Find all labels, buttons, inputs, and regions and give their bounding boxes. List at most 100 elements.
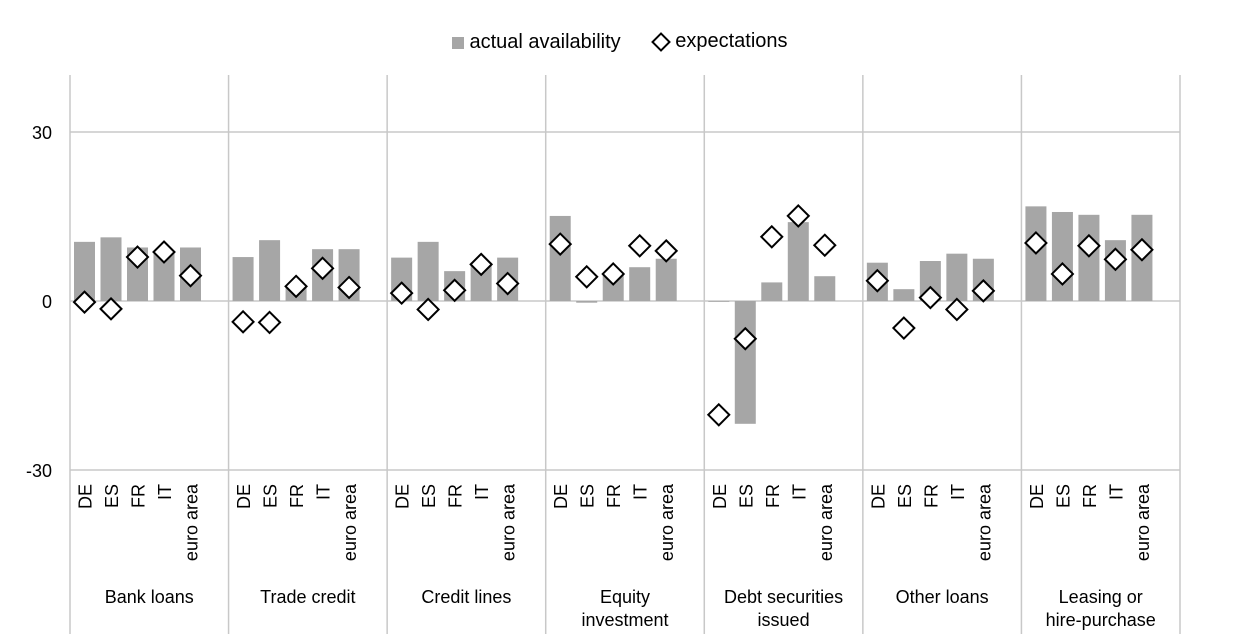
bar-actual-availability: [787, 222, 809, 301]
x-tick-label: DE: [393, 484, 413, 509]
marker-expectation: [257, 310, 282, 335]
x-tick-label: FR: [763, 484, 783, 508]
x-tick-label: IT: [789, 484, 809, 500]
x-tick-label: ES: [1053, 484, 1073, 508]
legend-label-expectations: expectations: [675, 30, 788, 52]
x-tick-label: IT: [314, 484, 334, 500]
x-tick-label: ES: [102, 484, 122, 508]
x-tick-label: DE: [551, 484, 571, 509]
group-label: Debt securities: [724, 587, 843, 607]
x-tick-label: ES: [578, 484, 598, 508]
x-tick-label: euro area: [816, 483, 836, 561]
bar-actual-availability: [602, 273, 624, 301]
marker-expectation: [152, 240, 176, 264]
marker-expectation: [1050, 262, 1075, 286]
marker-expectation: [416, 297, 441, 322]
bar-actual-availability: [153, 253, 175, 301]
bar-actual-availability: [74, 241, 95, 301]
bar-actual-availability: [232, 257, 254, 301]
bar-actual-availability: [629, 267, 651, 301]
marker-expectation: [706, 402, 731, 427]
group-label: Bank loans: [105, 587, 194, 607]
bar-actual-availability: [1078, 214, 1100, 301]
x-tick-label: ES: [419, 484, 439, 508]
bar-actual-availability: [655, 258, 677, 301]
marker-expectation: [865, 268, 890, 293]
chart-legend: actual availability expectations: [0, 30, 1240, 55]
group-label: Other loans: [896, 587, 989, 607]
x-tick-label: DE: [234, 484, 254, 509]
bar-actual-availability: [893, 289, 915, 301]
marker-expectation: [99, 296, 123, 321]
x-tick-label: FR: [921, 484, 941, 508]
bar-actual-availability: [259, 240, 281, 301]
bar-actual-availability: [761, 282, 783, 301]
bar-actual-availability: [1051, 211, 1073, 301]
marker-expectation: [1130, 237, 1154, 262]
marker-expectation: [178, 263, 203, 288]
group-label: hire-purchase: [1046, 610, 1156, 630]
legend-bar-swatch: [452, 36, 465, 49]
marker-expectation: [918, 285, 943, 310]
x-tick-label: DE: [1027, 484, 1047, 509]
bar-actual-availability: [100, 237, 122, 301]
legend-item-actual-availability: actual availability: [452, 31, 621, 54]
marker-expectation: [442, 278, 467, 303]
bar-actual-availability: [549, 215, 571, 301]
marker-expectation: [812, 233, 837, 258]
bar-actual-availability: [576, 301, 598, 303]
y-tick-label: -30: [26, 461, 52, 481]
bar-actual-availability: [708, 301, 730, 302]
marker-expectation: [310, 256, 335, 281]
x-tick-label: IT: [1106, 484, 1126, 500]
x-tick-label: FR: [446, 484, 466, 508]
marker-expectation: [125, 245, 150, 269]
marker-expectation: [627, 233, 652, 258]
x-tick-label: DE: [710, 484, 730, 509]
x-tick-label: euro area: [182, 483, 202, 561]
x-tick-label: FR: [287, 484, 307, 508]
x-tick-label: IT: [155, 484, 175, 500]
x-tick-label: FR: [1080, 484, 1100, 508]
bar-actual-availability: [470, 262, 492, 301]
marker-expectation: [72, 290, 97, 315]
x-tick-label: FR: [129, 484, 149, 508]
x-tick-label: IT: [472, 484, 492, 500]
marker-expectation: [1077, 233, 1101, 258]
x-tick-label: IT: [948, 484, 968, 500]
marker-expectation: [469, 252, 494, 277]
bar-actual-availability: [417, 241, 439, 301]
y-tick-label: 30: [32, 123, 52, 143]
x-tick-label: euro area: [657, 483, 677, 561]
marker-expectation: [574, 264, 599, 289]
bar-actual-availability: [946, 253, 968, 301]
marker-expectation: [891, 316, 916, 340]
group-label: issued: [758, 610, 810, 630]
x-tick-label: DE: [868, 484, 888, 509]
x-tick-label: FR: [604, 484, 624, 508]
marker-expectation: [548, 232, 573, 257]
marker-expectation: [733, 326, 758, 351]
x-tick-label: euro area: [340, 483, 360, 561]
marker-expectation: [944, 297, 969, 322]
marker-expectation: [495, 271, 520, 296]
bar-actual-availability: [734, 301, 756, 424]
marker-expectation: [1103, 247, 1128, 272]
y-tick-label: 0: [42, 292, 52, 312]
marker-expectation: [337, 275, 361, 300]
marker-expectation: [601, 262, 626, 286]
group-label: Leasing or: [1059, 587, 1143, 607]
marker-expectation: [389, 281, 414, 306]
marker-expectation: [284, 274, 308, 299]
marker-expectation: [654, 238, 679, 263]
marker-expectation: [231, 309, 255, 334]
legend-item-expectations: expectations: [651, 30, 788, 53]
x-tick-label: DE: [76, 484, 96, 509]
x-tick-label: ES: [261, 484, 281, 508]
bar-actual-availability: [814, 276, 836, 301]
x-tick-label: ES: [895, 484, 915, 508]
x-tick-label: euro area: [499, 483, 519, 561]
group-label: Trade credit: [260, 587, 355, 607]
marker-expectation: [759, 224, 784, 249]
